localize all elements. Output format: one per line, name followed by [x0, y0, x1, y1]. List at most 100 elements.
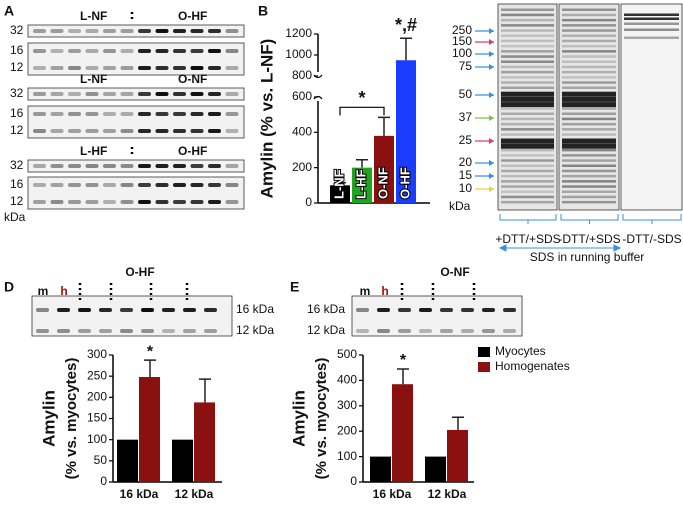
blot-band: [501, 81, 554, 84]
marker-label: 12: [10, 194, 24, 208]
blot-band: [562, 200, 616, 204]
y-tick-label: 0: [100, 474, 107, 488]
blot-band: [501, 65, 554, 69]
blot-band: [155, 164, 169, 168]
blot-band: [103, 112, 116, 116]
blot-band: [225, 92, 239, 96]
y-tick-label: 0: [350, 474, 357, 488]
lane-label: m: [360, 284, 371, 298]
y-tick-label: 100: [87, 432, 107, 446]
blot: [27, 105, 245, 139]
blot-band: [501, 55, 554, 58]
marker-label: 32: [10, 86, 24, 100]
blot-band: [501, 44, 554, 48]
blot-band: [33, 129, 46, 133]
marker-label: 16: [10, 177, 24, 191]
y-tick-label: 200: [87, 390, 107, 404]
blot-band: [225, 164, 239, 168]
blot-band: [103, 183, 116, 187]
blot-band: [562, 133, 616, 136]
error-bar: [452, 416, 464, 430]
blot-band: [501, 169, 554, 173]
bar-label: O-HF: [397, 167, 412, 199]
blot-band: [103, 66, 116, 70]
y-axis-label: Amylin: [39, 390, 58, 447]
marker-arrowhead: [489, 92, 494, 98]
blot-band: [155, 49, 169, 53]
blot-band: [85, 129, 99, 133]
bar-label: L-HF: [353, 169, 368, 199]
blot-band: [103, 29, 116, 33]
unit-label: kDa: [449, 199, 471, 213]
blot-band: [68, 66, 81, 70]
blot-band: [68, 49, 81, 53]
blot-band: [562, 154, 616, 157]
bar: [425, 456, 446, 482]
blot-band: [155, 66, 169, 70]
blot-band: [501, 159, 554, 162]
blot: [27, 176, 245, 210]
blot-band: [190, 66, 204, 70]
blot-band: [562, 128, 616, 131]
blot-band: [501, 112, 554, 115]
blot-band: [138, 112, 151, 116]
annotation: *: [358, 88, 365, 108]
blot-band: [103, 200, 116, 204]
blot-band: [85, 49, 99, 53]
y-tick-label: 200: [292, 160, 312, 174]
blot-band: [501, 174, 554, 178]
blot-band: [501, 29, 554, 32]
blot-band: [501, 8, 554, 11]
blot-band: [138, 183, 151, 187]
marker-arrowhead: [489, 28, 494, 34]
marker-label: 12 kDa: [307, 323, 345, 337]
marker-label: 32: [10, 23, 24, 37]
blot-band: [225, 183, 239, 187]
blot-band: [562, 55, 616, 58]
blot-band: [419, 308, 432, 312]
blot-band: [85, 112, 99, 116]
blot-band: [138, 200, 151, 204]
blot-band: [68, 183, 81, 187]
blot-band: [562, 164, 616, 167]
blot-band: [377, 329, 390, 333]
marker-label: 75: [459, 59, 473, 73]
blot-band: [68, 129, 81, 133]
blot-band: [173, 66, 186, 70]
marker-arrowhead: [489, 64, 494, 70]
marker-label: 16 kDa: [307, 302, 345, 316]
marker-label: 10: [459, 181, 473, 195]
blot-band: [440, 329, 453, 333]
blot-band: [461, 329, 474, 333]
blot-band: [501, 128, 554, 131]
lane-label: h: [381, 284, 388, 298]
group-label: O-HF: [178, 9, 207, 23]
blot-band: [562, 195, 616, 199]
blot-band: [208, 92, 221, 96]
blot-band: [33, 29, 46, 33]
bar: [172, 439, 193, 482]
error-bar: [144, 359, 156, 378]
blot: [27, 42, 245, 76]
y-tick-label: 200: [337, 423, 357, 437]
blot-band: [50, 29, 64, 33]
legend-label: Myocytes: [495, 344, 546, 358]
blot-band: [138, 92, 151, 96]
blot-band: [78, 308, 91, 312]
blot-band: [624, 17, 679, 20]
blot-band: [36, 308, 49, 312]
marker-label: 12: [10, 123, 24, 137]
blot-band: [68, 164, 81, 168]
blot-band: [33, 92, 46, 96]
blot-band: [208, 164, 221, 168]
blot-band: [173, 29, 186, 33]
marker-label: 16: [10, 106, 24, 120]
blot-band: [562, 122, 616, 126]
blot-band: [85, 200, 99, 204]
annotation: *,#: [395, 15, 417, 35]
blot-band: [562, 70, 616, 74]
marker-label: 50: [459, 87, 473, 101]
blot-band: [190, 129, 204, 133]
group-label: L-HF: [80, 144, 107, 158]
marker-label: 12 kDa: [236, 323, 274, 337]
